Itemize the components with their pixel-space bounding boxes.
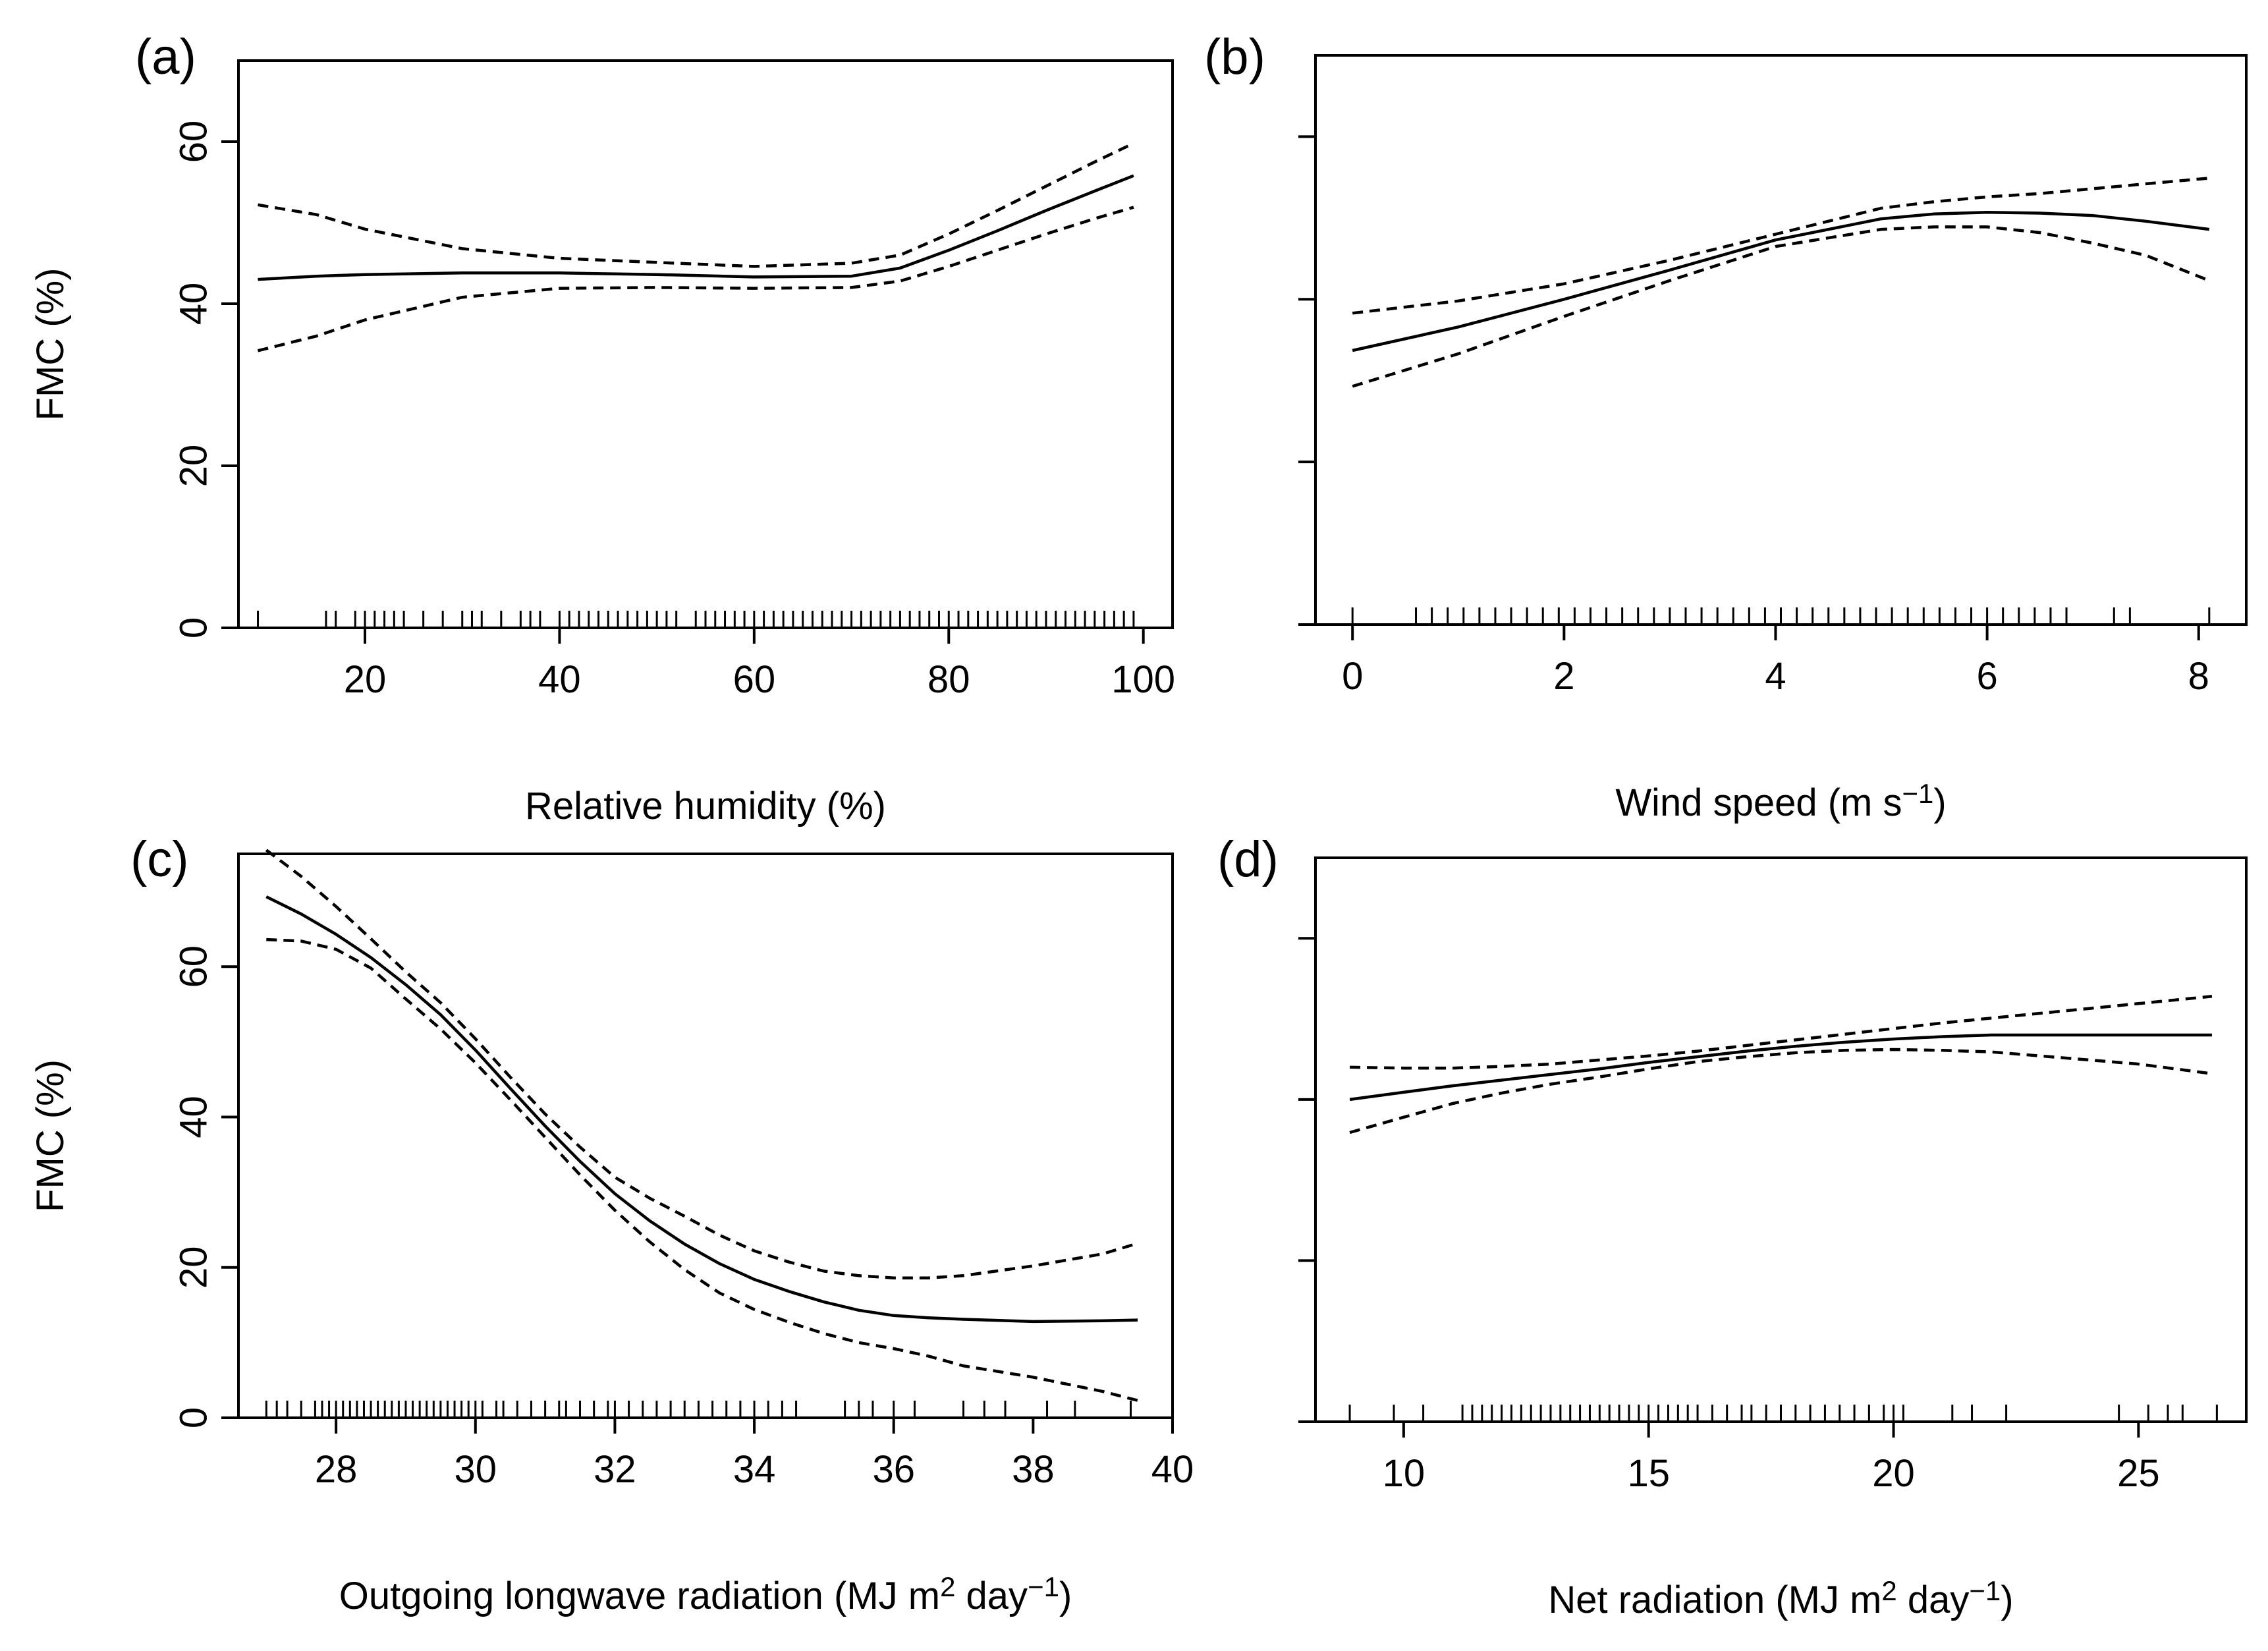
panel-a-xtick-label: 100 xyxy=(1111,658,1175,701)
panel-a-label: (a) xyxy=(135,29,196,85)
panel-b-xtick-label: 2 xyxy=(1553,655,1574,698)
panel-b-xtick-label: 4 xyxy=(1765,655,1786,698)
panel-b-ci-line xyxy=(1352,225,2210,388)
panel-a-frame xyxy=(237,59,1174,629)
panel-a-ylabel: FMC (%) xyxy=(29,268,72,421)
panel-d-xtick-label: 20 xyxy=(1872,1452,1915,1495)
panel-c-xlabel: Outgoing longwave radiation (MJ m2 day−1… xyxy=(339,1571,1072,1617)
panel-d-frame xyxy=(1314,856,2248,1423)
panel-c-xtick-label: 32 xyxy=(594,1448,636,1491)
panel-d-fit-line xyxy=(1349,1033,2212,1102)
panel-d-xtick-label: 15 xyxy=(1627,1452,1670,1495)
panel-c-xtick-label: 34 xyxy=(733,1448,776,1491)
panel-c-ytick-label: 0 xyxy=(172,1407,215,1428)
panel-b-xtick-label: 0 xyxy=(1342,655,1363,698)
panel-c-xtick-label: 36 xyxy=(872,1448,915,1491)
panel-c-xtick-label: 38 xyxy=(1012,1448,1055,1491)
panel-c: (c) 28 30 32 34 36 38 40 0 20 40 60 FMC (%) Outgoing … xyxy=(29,831,1194,1617)
panel-c-xtick-label: 28 xyxy=(315,1448,358,1491)
panel-a-fit-line xyxy=(258,174,1134,281)
panel-c-ci-line xyxy=(265,849,1138,1279)
panel-c-xtick-label: 40 xyxy=(1151,1448,1194,1491)
panel-a-xtick-label: 60 xyxy=(733,658,776,701)
panel-b-label: (b) xyxy=(1204,29,1265,85)
panel-b-xlabel: Wind speed (m s−1) xyxy=(1615,778,1946,824)
panel-c-label: (c) xyxy=(130,831,189,887)
panel-b-xtick-label: 8 xyxy=(2188,655,2209,698)
panel-b-xtick-label: 6 xyxy=(1976,655,1997,698)
panel-b-fit-line xyxy=(1352,210,2210,352)
panel-d-ci-line xyxy=(1350,995,2213,1070)
panel-a-ytick-label: 60 xyxy=(172,121,215,163)
panel-d-ci-line xyxy=(1349,1048,2213,1134)
panel-a-xtick-label: 20 xyxy=(344,658,387,701)
panel-b-ci-line xyxy=(1352,177,2210,315)
panel-c-ylabel: FMC (%) xyxy=(29,1059,72,1212)
panel-b-frame xyxy=(1314,54,2248,626)
panel-a-xtick-label: 80 xyxy=(927,658,970,701)
panel-a-ci-line xyxy=(257,206,1134,352)
panel-a-ytick-label: 20 xyxy=(172,445,215,488)
panel-a-ci-line xyxy=(258,142,1134,268)
panel-a-ytick-label: 40 xyxy=(172,283,215,325)
panel-d-label: (d) xyxy=(1217,831,1279,887)
panel-c-ytick-label: 60 xyxy=(172,945,215,988)
panel-d-xtick-label: 25 xyxy=(2117,1452,2160,1495)
panel-c-ytick-label: 20 xyxy=(172,1246,215,1289)
panel-b: (b) 0 2 4 6 8 Wind speed (m s−1) xyxy=(1204,29,2248,824)
panel-d-xlabel: Net radiation (MJ m2 day−1) xyxy=(1548,1575,2013,1621)
panel-d: (d) 10 15 20 25 Net radiation (MJ m2 day−1) xyxy=(1217,831,2248,1621)
panel-a: (a) 20 40 60 80 100 0 20 40 60 FMC (%) Relative hum… xyxy=(29,29,1175,827)
panel-c-ytick-label: 40 xyxy=(172,1096,215,1138)
panel-a-xlabel: Relative humidity (%) xyxy=(525,785,886,827)
panel-a-ytick-label: 0 xyxy=(172,617,215,638)
panel-d-xtick-label: 10 xyxy=(1383,1452,1425,1495)
panel-c-frame xyxy=(237,853,1174,1419)
panel-c-fit-line xyxy=(265,895,1138,1324)
panel-c-ci-line xyxy=(266,937,1138,1402)
panel-a-xtick-label: 40 xyxy=(538,658,581,701)
panel-c-xtick-label: 30 xyxy=(455,1448,497,1491)
